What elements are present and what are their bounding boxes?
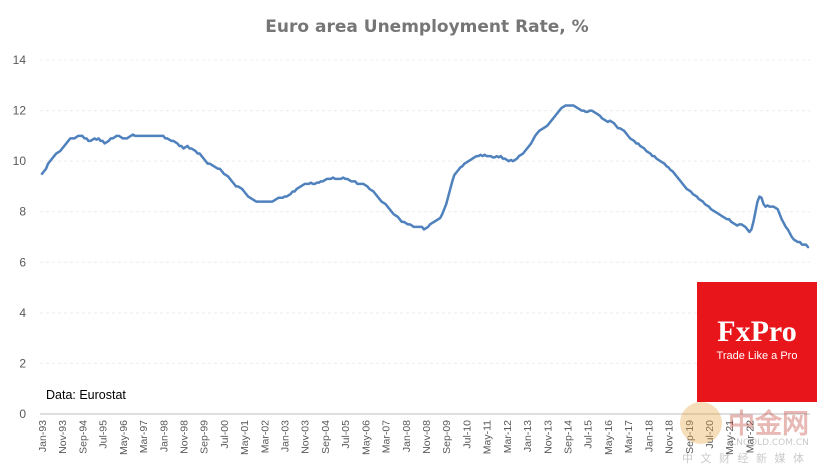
x-tick-label: Mar-02 — [259, 420, 271, 453]
x-tick-label: Mar-07 — [381, 420, 393, 453]
x-tick-label: Nov-13 — [542, 420, 554, 454]
x-tick-label: Jul-20 — [704, 420, 716, 449]
x-axis-ticks: Jan-93 Nov-93 Sep-94 Jul-95 May-96 Mar-97 Jan-… — [37, 420, 756, 455]
watermark-chinese: 中金网 — [728, 409, 809, 440]
x-tick-label: Jul-95 — [98, 420, 110, 449]
x-tick-label: Jul-00 — [219, 420, 231, 449]
x-tick-label: Jul-15 — [583, 420, 595, 449]
y-tick-label: 2 — [19, 356, 26, 370]
y-tick-label: 0 — [19, 407, 26, 421]
x-tick-label: Mar-17 — [623, 420, 635, 453]
series-line-unemployment — [40, 104, 810, 249]
x-tick-label: May-96 — [118, 420, 130, 455]
x-tick-label: May-16 — [603, 420, 615, 455]
x-tick-label: Nov-03 — [300, 420, 312, 454]
x-tick-label: Sep-04 — [320, 420, 332, 454]
watermark-url: CNGOLD.COM.CN — [730, 438, 809, 448]
chart-title: Euro area Unemployment Rate, % — [265, 17, 588, 37]
x-tick-label: Jan-18 — [643, 420, 655, 452]
watermark: 中金网 CNGOLD.COM.CN 中 文 财 经 新 媒 体 — [676, 398, 835, 475]
x-tick-label: Jan-93 — [37, 420, 49, 452]
logo-slogan-text: Trade Like a Pro — [716, 350, 798, 362]
x-tick-label: Sep-14 — [562, 420, 574, 454]
watermark-subtitle: 中 文 财 经 新 媒 体 — [682, 452, 806, 465]
y-tick-label: 14 — [13, 53, 27, 67]
x-tick-label: May-06 — [360, 420, 372, 455]
y-tick-label: 6 — [19, 255, 26, 269]
x-tick-label: May-21 — [724, 420, 736, 455]
x-tick-label: Sep-19 — [684, 420, 696, 454]
x-tick-label: Nov-98 — [178, 420, 190, 454]
x-tick-label: Jan-03 — [280, 420, 292, 452]
x-tick-label: Nov-93 — [57, 420, 69, 454]
x-tick-label: Nov-18 — [664, 420, 676, 454]
fxpro-logo: FxPro Trade Like a Pro — [697, 282, 817, 402]
x-tick-label: Jan-08 — [401, 420, 413, 452]
x-tick-label: May-11 — [482, 420, 494, 454]
watermark-coin-icon — [680, 402, 722, 444]
y-tick-label: 8 — [19, 205, 26, 219]
x-tick-label: Jul-10 — [461, 420, 473, 449]
x-tick-label: Mar-22 — [744, 420, 756, 453]
x-tick-label: Nov-08 — [421, 420, 433, 454]
x-tick-label: Jul-05 — [340, 420, 352, 449]
data-source-note: Data: Eurostat — [46, 388, 126, 402]
grid-lines — [40, 59, 810, 364]
y-tick-label: 10 — [13, 154, 27, 168]
y-tick-label: 4 — [19, 306, 26, 320]
x-tick-label: Sep-09 — [441, 420, 453, 454]
x-tick-label: May-01 — [239, 420, 251, 455]
x-tick-label: Mar-97 — [138, 420, 150, 453]
y-tick-label: 12 — [13, 104, 27, 118]
x-tick-label: Jan-98 — [158, 420, 170, 452]
logo-brand-text: FxPro — [717, 315, 797, 348]
y-axis-ticks: 0 2 4 6 8 10 12 14 — [13, 53, 27, 421]
x-tick-label: Sep-99 — [199, 420, 211, 454]
x-tick-label: Jan-13 — [522, 420, 534, 452]
x-tick-label: Sep-94 — [77, 420, 89, 454]
x-tick-label: Mar-12 — [502, 420, 514, 453]
